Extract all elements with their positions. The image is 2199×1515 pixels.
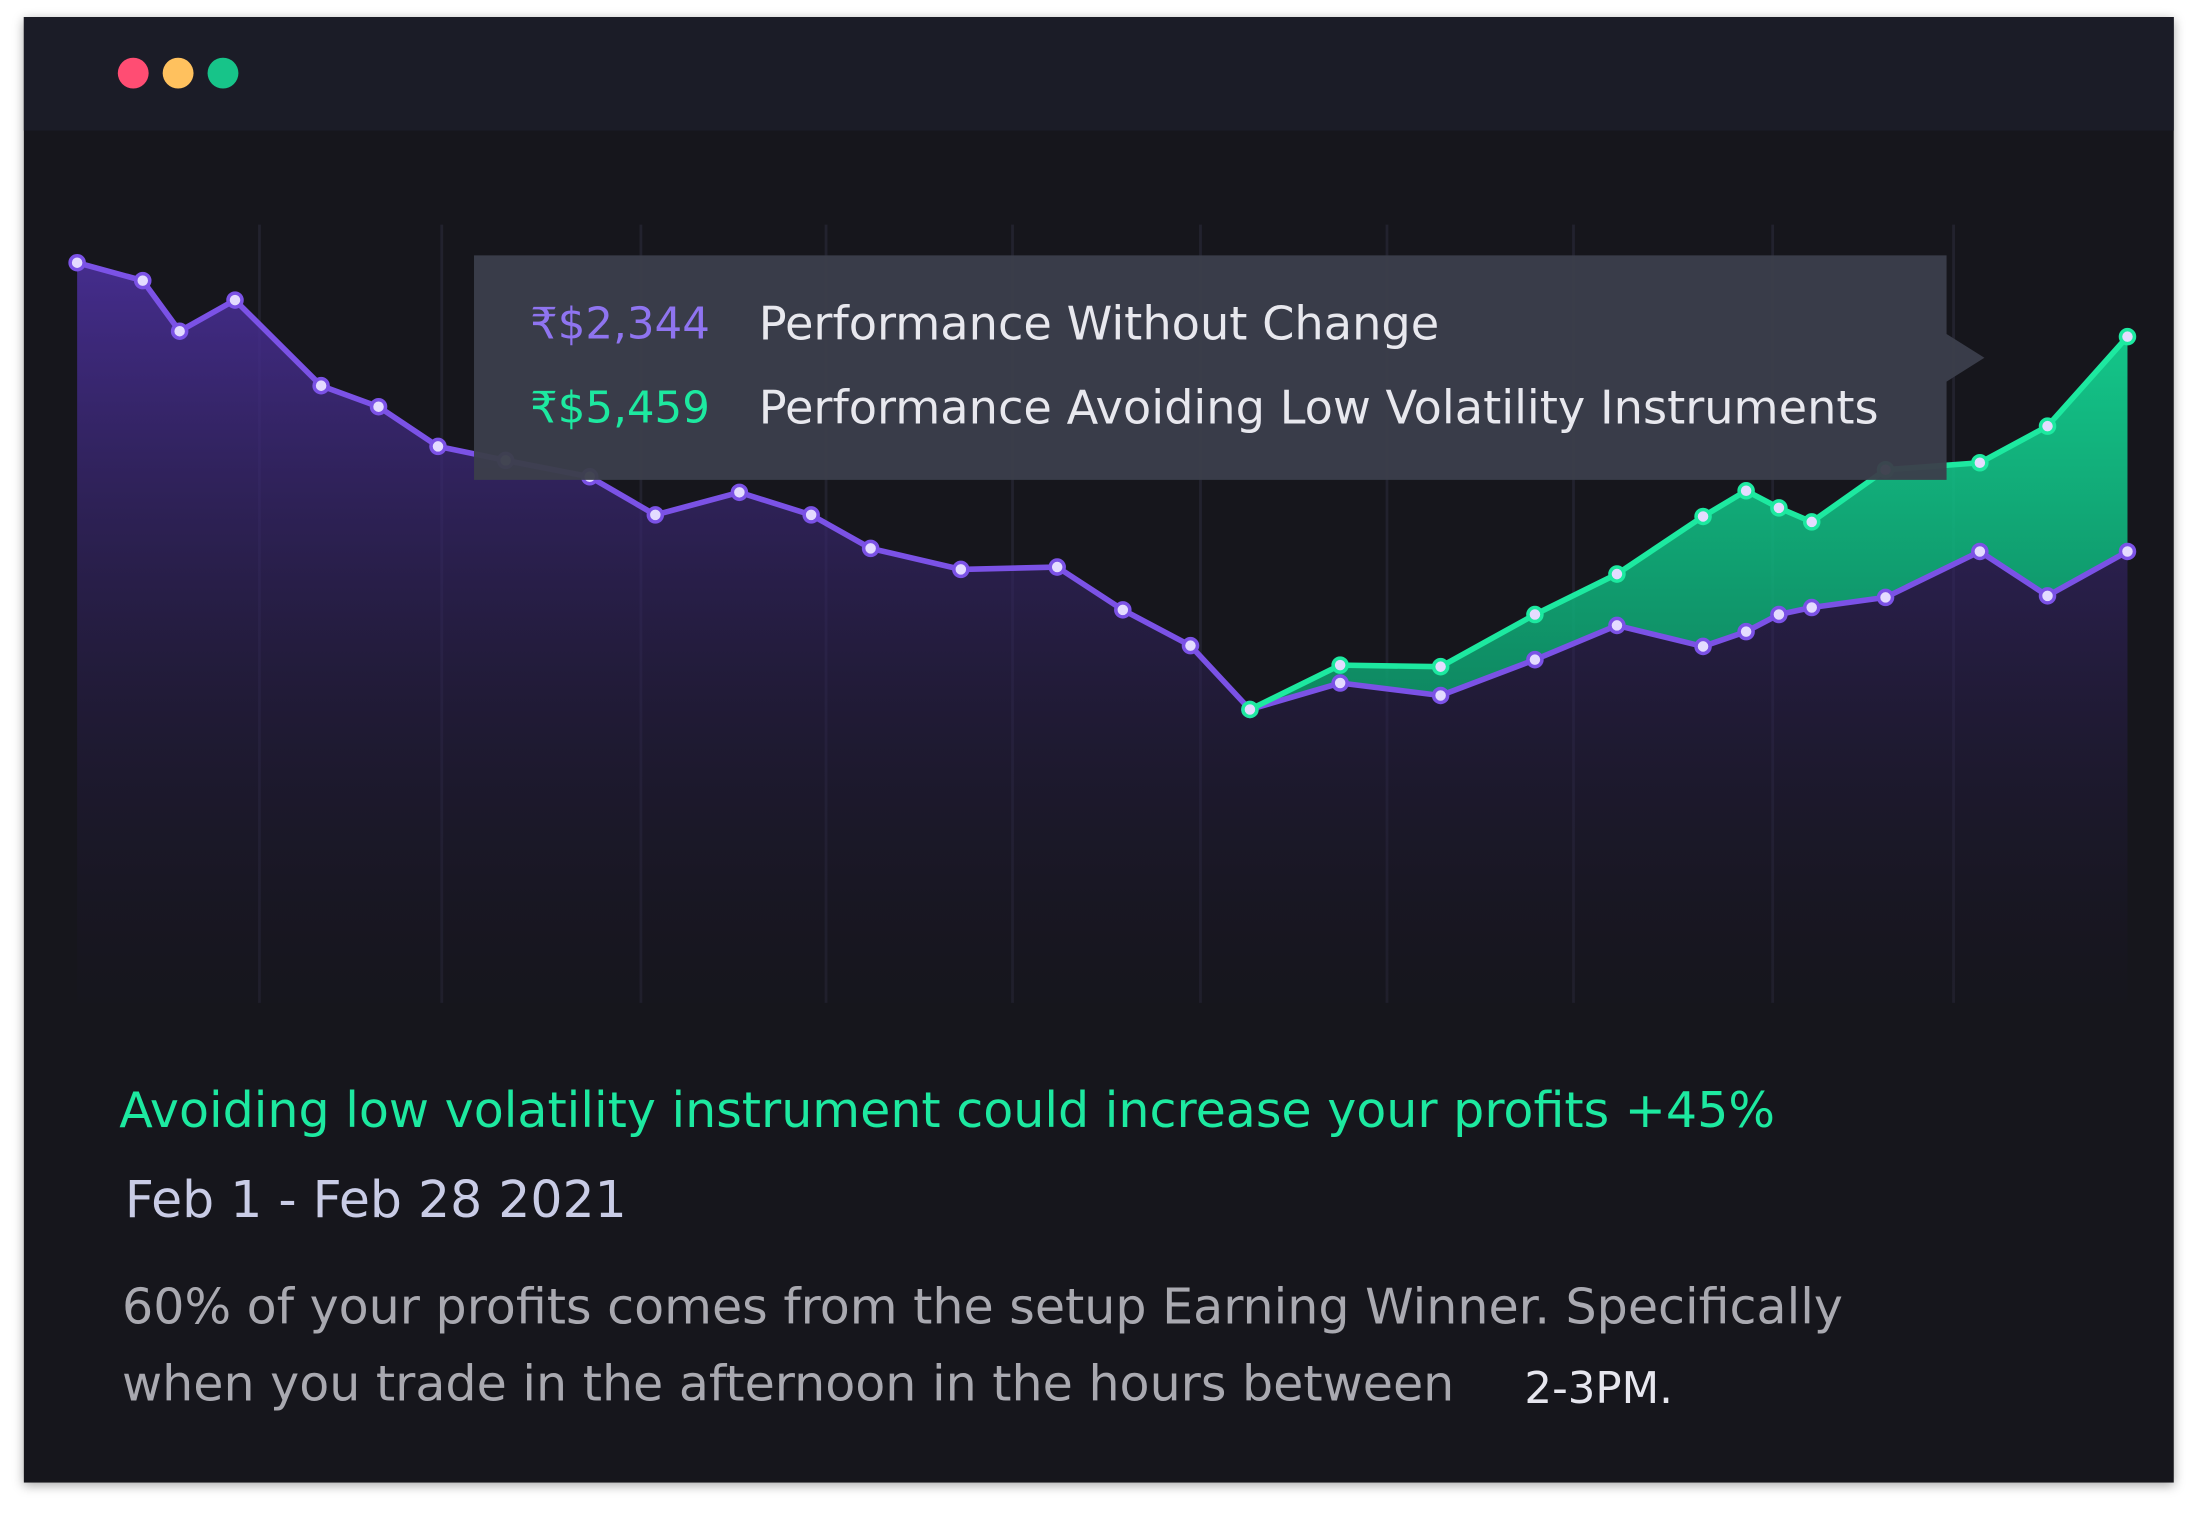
point [1802, 513, 1821, 531]
point [2118, 542, 2137, 561]
point [1737, 622, 1755, 641]
date-range: Feb 1 - Feb 28 2021 [125, 1170, 627, 1229]
body-text: when you trade in the afternoon in the h… [122, 1355, 1454, 1413]
close-button[interactable] [117, 57, 149, 89]
point [1331, 656, 1349, 674]
point [1241, 700, 1259, 719]
point [1608, 565, 1626, 583]
point [1694, 637, 1712, 656]
point [1048, 558, 1066, 576]
title-bar [23, 17, 2174, 131]
point [952, 560, 970, 579]
point [429, 437, 447, 456]
highlight: 2-3PM. [1524, 1364, 1673, 1414]
point [1971, 542, 1989, 561]
point [646, 506, 665, 524]
minimize-button[interactable] [162, 57, 194, 89]
area [77, 262, 2128, 1003]
point [133, 271, 152, 290]
tooltip-value: ₹$5,459 [530, 384, 710, 434]
point [2038, 417, 2057, 435]
body-text: 60% of your profits comes from the setup… [122, 1278, 1843, 1336]
point [1737, 482, 1755, 500]
point [1876, 588, 1895, 607]
point [1181, 636, 1200, 655]
point [1770, 605, 1788, 624]
tooltip: ₹$2,344 Performance Without Change ₹$5,4… [474, 255, 1985, 480]
point [1431, 686, 1450, 705]
tooltip-box [474, 255, 1985, 480]
point [1694, 507, 1712, 526]
point [1971, 453, 1989, 472]
point [1114, 601, 1132, 619]
plot [68, 253, 2137, 1003]
point [1770, 499, 1788, 517]
tooltip-label: Performance Without Change [759, 296, 1440, 350]
point [1331, 674, 1349, 692]
point [1526, 650, 1544, 669]
point [730, 483, 749, 502]
point [1431, 657, 1450, 676]
point [226, 291, 244, 309]
maximize-button[interactable] [207, 57, 239, 89]
point [170, 322, 189, 340]
point [2118, 327, 2137, 346]
point [1802, 598, 1821, 617]
point [802, 506, 820, 524]
point [1608, 616, 1626, 635]
point [2038, 587, 2057, 605]
point [312, 376, 330, 395]
point [1526, 605, 1544, 624]
tooltip-value: ₹$2,344 [530, 299, 710, 349]
point [68, 253, 86, 272]
point [369, 397, 388, 416]
headline: Avoiding low volatility instrument could… [119, 1081, 1775, 1139]
point [861, 539, 880, 558]
tooltip-label: Performance Avoiding Low Volatility Inst… [759, 381, 1879, 435]
